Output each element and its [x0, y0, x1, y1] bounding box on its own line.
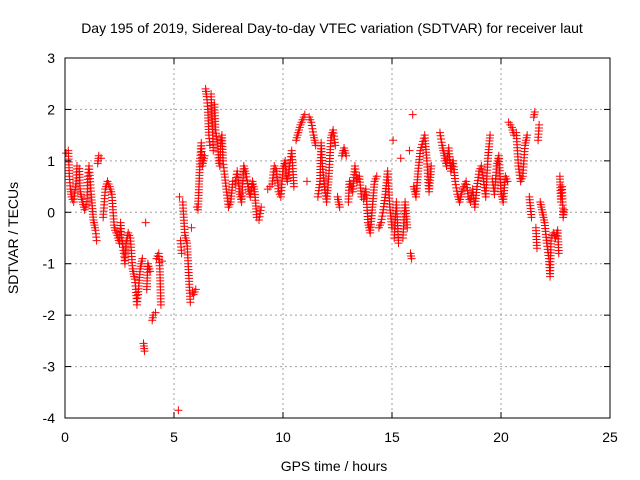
- x-tick-label: 5: [170, 429, 178, 445]
- data-point: [211, 126, 220, 134]
- data-point: [158, 257, 167, 266]
- data-point: [138, 254, 147, 263]
- data-point: [466, 198, 475, 206]
- data-point: [300, 110, 309, 119]
- data-point: [156, 300, 165, 309]
- data-point-fill: [211, 129, 220, 138]
- data-point: [174, 406, 183, 415]
- data-point: [408, 110, 417, 119]
- chart-title: Day 195 of 2019, Sidereal Day-to-day VTE…: [81, 20, 583, 36]
- data-point-fill: [212, 132, 221, 141]
- data-point: [554, 249, 563, 258]
- data-point: [396, 154, 405, 163]
- data-point: [486, 131, 495, 140]
- data-point: [532, 244, 541, 253]
- data-point: [372, 172, 381, 181]
- data-point: [186, 298, 195, 307]
- y-axis-label: SDTVAR / TECUs: [5, 182, 21, 294]
- x-tick-label: 20: [493, 429, 509, 445]
- data-point: [377, 218, 386, 227]
- data-point-fill: [242, 172, 251, 181]
- data-point: [187, 223, 196, 232]
- data-point: [405, 146, 414, 155]
- data-point-fill: [243, 176, 252, 185]
- plot-frame: [64, 57, 611, 419]
- data-point: [141, 218, 150, 227]
- data-point-fill: [452, 183, 461, 192]
- data-point-fill: [307, 121, 316, 130]
- data-point: [394, 239, 403, 248]
- x-tick-label: 25: [602, 429, 618, 445]
- data-point: [92, 236, 101, 245]
- data-point-fill: [378, 212, 387, 221]
- data-point-fill: [243, 179, 252, 188]
- data-point: [151, 308, 160, 317]
- data-point: [535, 120, 544, 129]
- data-point-fill: [213, 135, 222, 144]
- y-tick-label: 3: [47, 50, 55, 66]
- data-point: [241, 169, 250, 178]
- data-point: [231, 180, 240, 188]
- data-point: [302, 177, 311, 186]
- data-point-fill: [255, 212, 264, 221]
- y-tick-label: 1: [47, 153, 55, 169]
- data-point: [255, 216, 264, 224]
- data-point: [427, 162, 436, 170]
- data-point: [140, 347, 149, 356]
- data-point-fill: [256, 209, 265, 218]
- y-tick-label: 0: [47, 204, 55, 220]
- data-point-fill: [377, 215, 386, 224]
- data-point-fill: [308, 124, 317, 133]
- data-point: [191, 285, 200, 294]
- data-point-fill: [437, 135, 446, 143]
- x-tick-label: 10: [275, 429, 291, 445]
- axis-ticks: 0 5 10 15 20 25 -4 -3 -2 -1 0 1 2 3: [43, 50, 618, 445]
- data-points: [62, 84, 569, 415]
- data-point: [175, 192, 184, 201]
- data-point: [523, 131, 532, 140]
- data-point: [335, 203, 344, 212]
- data-point: [451, 177, 460, 186]
- y-tick-label: -1: [43, 256, 56, 272]
- data-point: [527, 213, 536, 222]
- y-tick-label: -3: [43, 359, 56, 375]
- data-point: [96, 154, 105, 163]
- data-point: [307, 118, 316, 127]
- x-tick-label: 15: [384, 429, 400, 445]
- data-point: [257, 203, 266, 212]
- data-point-fill: [378, 208, 387, 217]
- data-point-fill: [437, 138, 446, 147]
- data-point: [146, 267, 155, 276]
- data-point: [209, 146, 218, 155]
- data-point-fill: [308, 127, 317, 136]
- data-point: [503, 177, 512, 186]
- grid: [65, 58, 610, 418]
- data-point: [342, 151, 351, 160]
- data-point: [560, 205, 569, 214]
- x-tick-label: 0: [61, 429, 69, 445]
- data-point-fill: [436, 131, 445, 140]
- x-axis-label: GPS time / hours: [281, 458, 388, 474]
- data-point: [435, 128, 444, 137]
- data-point: [407, 254, 416, 263]
- data-point: [289, 182, 298, 191]
- y-tick-label: -2: [43, 307, 56, 323]
- data-point-fill: [451, 180, 460, 189]
- y-tick-label: 2: [47, 101, 55, 117]
- data-point-fill: [452, 187, 461, 196]
- data-point: [177, 249, 186, 258]
- data-point-fill: [256, 206, 265, 215]
- y-tick-label: -4: [43, 410, 56, 426]
- data-point: [200, 151, 209, 160]
- data-point: [331, 141, 340, 150]
- data-point: [530, 108, 539, 116]
- data-point: [403, 223, 412, 232]
- data-point: [389, 136, 398, 145]
